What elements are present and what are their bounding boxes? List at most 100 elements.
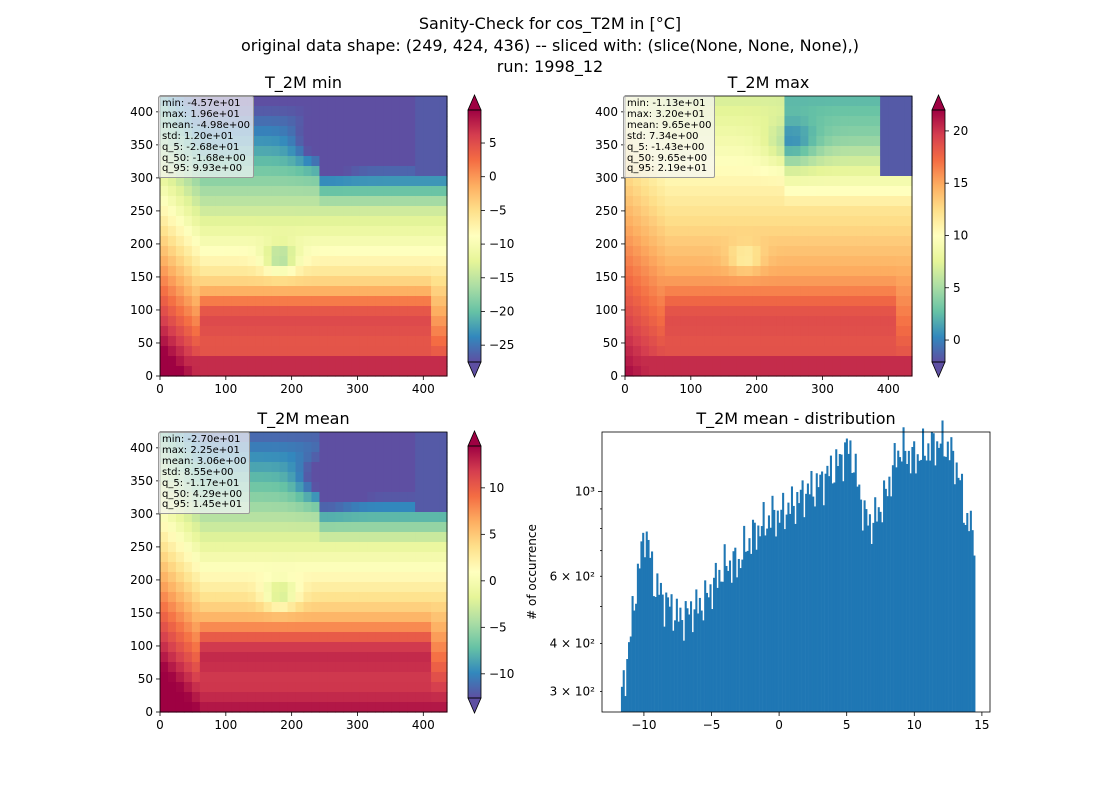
heatmap-cell — [832, 166, 841, 177]
heatmap-cell — [439, 306, 448, 317]
heatmap-cell — [648, 186, 658, 197]
heatmap-cell — [279, 482, 289, 493]
heatmap-cell — [720, 116, 730, 127]
heatmap-cell — [840, 336, 849, 347]
heatmap-cell — [239, 512, 249, 523]
heatmap-cell — [792, 306, 801, 317]
heatmap-cell — [431, 256, 440, 267]
heatmap-cell — [391, 602, 400, 613]
heatmap-cell — [175, 226, 185, 237]
heatmap-cell — [311, 316, 321, 327]
heatmap-cell — [263, 156, 273, 167]
figure-title-line-3: run: 1998_12 — [496, 57, 604, 76]
heatmap-cell — [407, 512, 416, 523]
heatmap-cell — [311, 96, 321, 107]
heatmap-cell — [752, 206, 762, 217]
colorbar-frame — [931, 109, 946, 363]
histogram-bar — [945, 456, 948, 712]
heatmap-cell — [295, 542, 305, 553]
heatmap-cell — [199, 266, 209, 277]
heatmap-cell — [840, 316, 849, 327]
heatmap-cell — [319, 702, 329, 713]
heatmap-cell — [640, 226, 650, 237]
stat-line: q_5: -1.43e+00 — [627, 141, 705, 153]
heatmap-cell — [207, 256, 217, 267]
heatmap-cell — [223, 612, 233, 623]
heatmap-cell — [399, 492, 408, 503]
heatmap-cell — [744, 186, 754, 197]
heatmap-cell — [207, 652, 217, 663]
heatmap-cell — [311, 652, 321, 663]
histogram-bar — [906, 464, 909, 712]
heatmap-cell — [824, 256, 833, 267]
heatmap-cell — [784, 176, 794, 187]
heatmap-cell — [439, 632, 448, 643]
heatmap-cell — [752, 246, 762, 257]
heatmap-cell — [351, 286, 360, 297]
heatmap-cell — [183, 682, 193, 693]
heatmap-cell — [335, 276, 344, 287]
heatmap-cell — [367, 702, 376, 713]
heatmap-cell — [768, 126, 778, 137]
heatmap-cell — [207, 552, 217, 563]
heatmap-cell — [712, 106, 722, 117]
heatmap-cell — [840, 326, 849, 337]
heatmap-cell — [279, 552, 289, 563]
heatmap-cell — [327, 266, 336, 277]
heatmap-cell — [160, 662, 169, 673]
heatmap-cell — [167, 196, 177, 207]
heatmap-cell — [415, 356, 424, 367]
heatmap-cell — [391, 286, 400, 297]
histogram-bar — [877, 507, 880, 712]
heatmap-cell — [391, 432, 400, 443]
heatmap-cell — [736, 256, 746, 267]
heatmap-cell — [271, 186, 281, 197]
heatmap-cell — [335, 266, 344, 277]
heatmap-cell — [399, 432, 408, 443]
histogram-bar — [863, 500, 866, 712]
heatmap-cell — [872, 306, 881, 317]
heatmap-cell — [423, 522, 432, 533]
heatmap-cell — [311, 482, 321, 493]
heatmap-cell — [199, 672, 209, 683]
heatmap-cell — [415, 692, 424, 703]
heatmap-cell — [175, 582, 185, 593]
histogram-bar — [932, 433, 935, 712]
heatmap-cell — [271, 592, 281, 603]
heatmap-cell — [800, 236, 809, 247]
heatmap-cell — [287, 682, 297, 693]
heatmap-cell — [423, 366, 432, 377]
heatmap-cell — [255, 682, 265, 693]
heatmap-cell — [880, 246, 889, 257]
heatmap-cell — [439, 592, 448, 603]
heatmap-cell — [640, 176, 650, 187]
heatmap-cell — [880, 196, 889, 207]
heatmap-cell — [712, 176, 722, 187]
heatmap-cell — [407, 642, 416, 653]
heatmap-cell — [223, 186, 233, 197]
heatmap-cell — [776, 336, 786, 347]
axes-frame — [159, 95, 448, 377]
heatmap-cell — [872, 146, 881, 157]
heatmap-cell — [231, 682, 241, 693]
heatmap-cell — [247, 196, 257, 207]
heatmap-cell — [167, 276, 177, 287]
heatmap-cell — [295, 106, 305, 117]
stat-line: std: 1.20e+01 — [162, 130, 234, 142]
histogram-bar — [867, 525, 870, 712]
heatmap-cell — [367, 672, 376, 683]
heatmap-cell — [776, 296, 786, 307]
heatmap-cell — [423, 492, 432, 503]
heatmap-cell — [720, 126, 730, 137]
heatmap-cell — [247, 502, 257, 513]
heatmap-cell — [415, 562, 424, 573]
heatmap-cell — [776, 166, 786, 177]
heatmap-cell — [728, 216, 738, 227]
heatmap-cell — [367, 622, 376, 633]
heatmap-cell — [335, 552, 344, 563]
heatmap-cell — [415, 346, 424, 357]
heatmap-cell — [295, 346, 305, 357]
histogram-bar — [844, 442, 847, 712]
heatmap-cell — [271, 296, 281, 307]
colorbar-tick-label: −5 — [489, 620, 507, 634]
